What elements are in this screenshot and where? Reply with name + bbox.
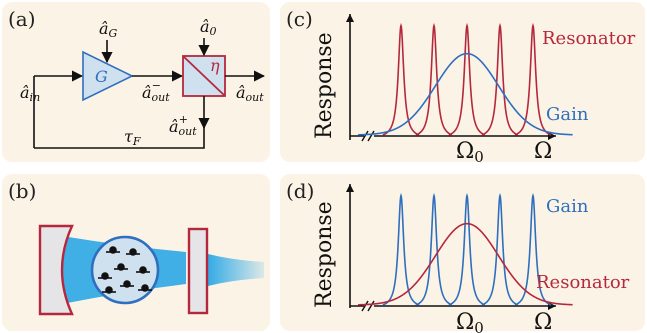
comb-peak-3 [481, 22, 519, 136]
resonator-envelope [358, 222, 573, 306]
y-axis-title: Response [312, 32, 337, 139]
spectrum-plot-d: (d) Response Gain Resonator Ω0 Ω [286, 179, 630, 333]
label-a-out-plus: âout+ [169, 113, 197, 138]
envelope-curve [358, 52, 573, 136]
gain-label: Gain [546, 104, 589, 125]
atom-levels [98, 246, 152, 294]
gain-block [82, 50, 134, 102]
label-a-out: âout [236, 83, 264, 104]
label-a-in: âin [20, 83, 40, 104]
panel-b: (b) [2, 174, 270, 331]
resonator-comb [382, 22, 552, 136]
axis-break [361, 130, 375, 142]
gain-label: Gain [546, 196, 589, 217]
beam-splitter-diagonal [182, 55, 226, 97]
comb-peak-1 [415, 192, 453, 306]
panel-c: (c) Response Resonator Gain Ω0 Ω [280, 2, 645, 166]
resonator-label: Resonator [536, 272, 630, 293]
comb-peak-3 [481, 192, 519, 306]
gain-symbol: G [95, 67, 108, 86]
beam-splitter-symbol: η [210, 56, 220, 75]
gain-medium [90, 235, 160, 305]
panel-a: (a) G âG η â0 âin âout− âout âout+ τF [2, 2, 270, 162]
curved-mirror [38, 224, 74, 316]
comb-peak-0 [382, 192, 420, 306]
panel-d: (d) Response Gain Resonator Ω0 Ω [280, 174, 645, 333]
comb-peak-2 [448, 22, 486, 136]
comb-peak-1 [415, 22, 453, 136]
x-tick-omega: Ω [534, 310, 552, 333]
panel-label: (a) [8, 7, 36, 31]
spectrum-plot-c: (c) Response Resonator Gain Ω0 Ω [286, 7, 636, 166]
resonator-label: Resonator [542, 28, 636, 49]
feedback-line [34, 126, 205, 149]
envelope-curve [358, 222, 573, 306]
y-axis-title: Response [312, 201, 337, 308]
laser-cavity-diagram: (b) [8, 179, 264, 316]
comb-peak-2 [448, 192, 486, 306]
panel-label: (d) [286, 179, 314, 203]
gain-comb [382, 192, 552, 306]
y-axis-arrowhead [346, 14, 354, 22]
label-a-0: â0 [200, 17, 217, 38]
y-axis-arrowhead [346, 184, 354, 192]
comb-peak-0 [382, 22, 420, 136]
x-tick-omega: Ω [534, 139, 552, 164]
output-beam [208, 254, 264, 286]
label-a-out-minus: âout− [142, 79, 170, 104]
x-tick-omega0: Ω0 [456, 139, 484, 166]
axis-break [361, 300, 375, 312]
output-coupler-mirror [187, 227, 209, 315]
x-tick-omega0: Ω0 [456, 310, 484, 333]
label-tau-F: τF [124, 127, 141, 148]
feedback-diagram: (a) G âG η â0 âin âout− âout âout+ τF [8, 7, 266, 149]
panel-label: (b) [8, 179, 36, 203]
gain-envelope [358, 52, 573, 136]
label-a-G: âG [99, 19, 118, 40]
panel-label: (c) [286, 7, 313, 31]
